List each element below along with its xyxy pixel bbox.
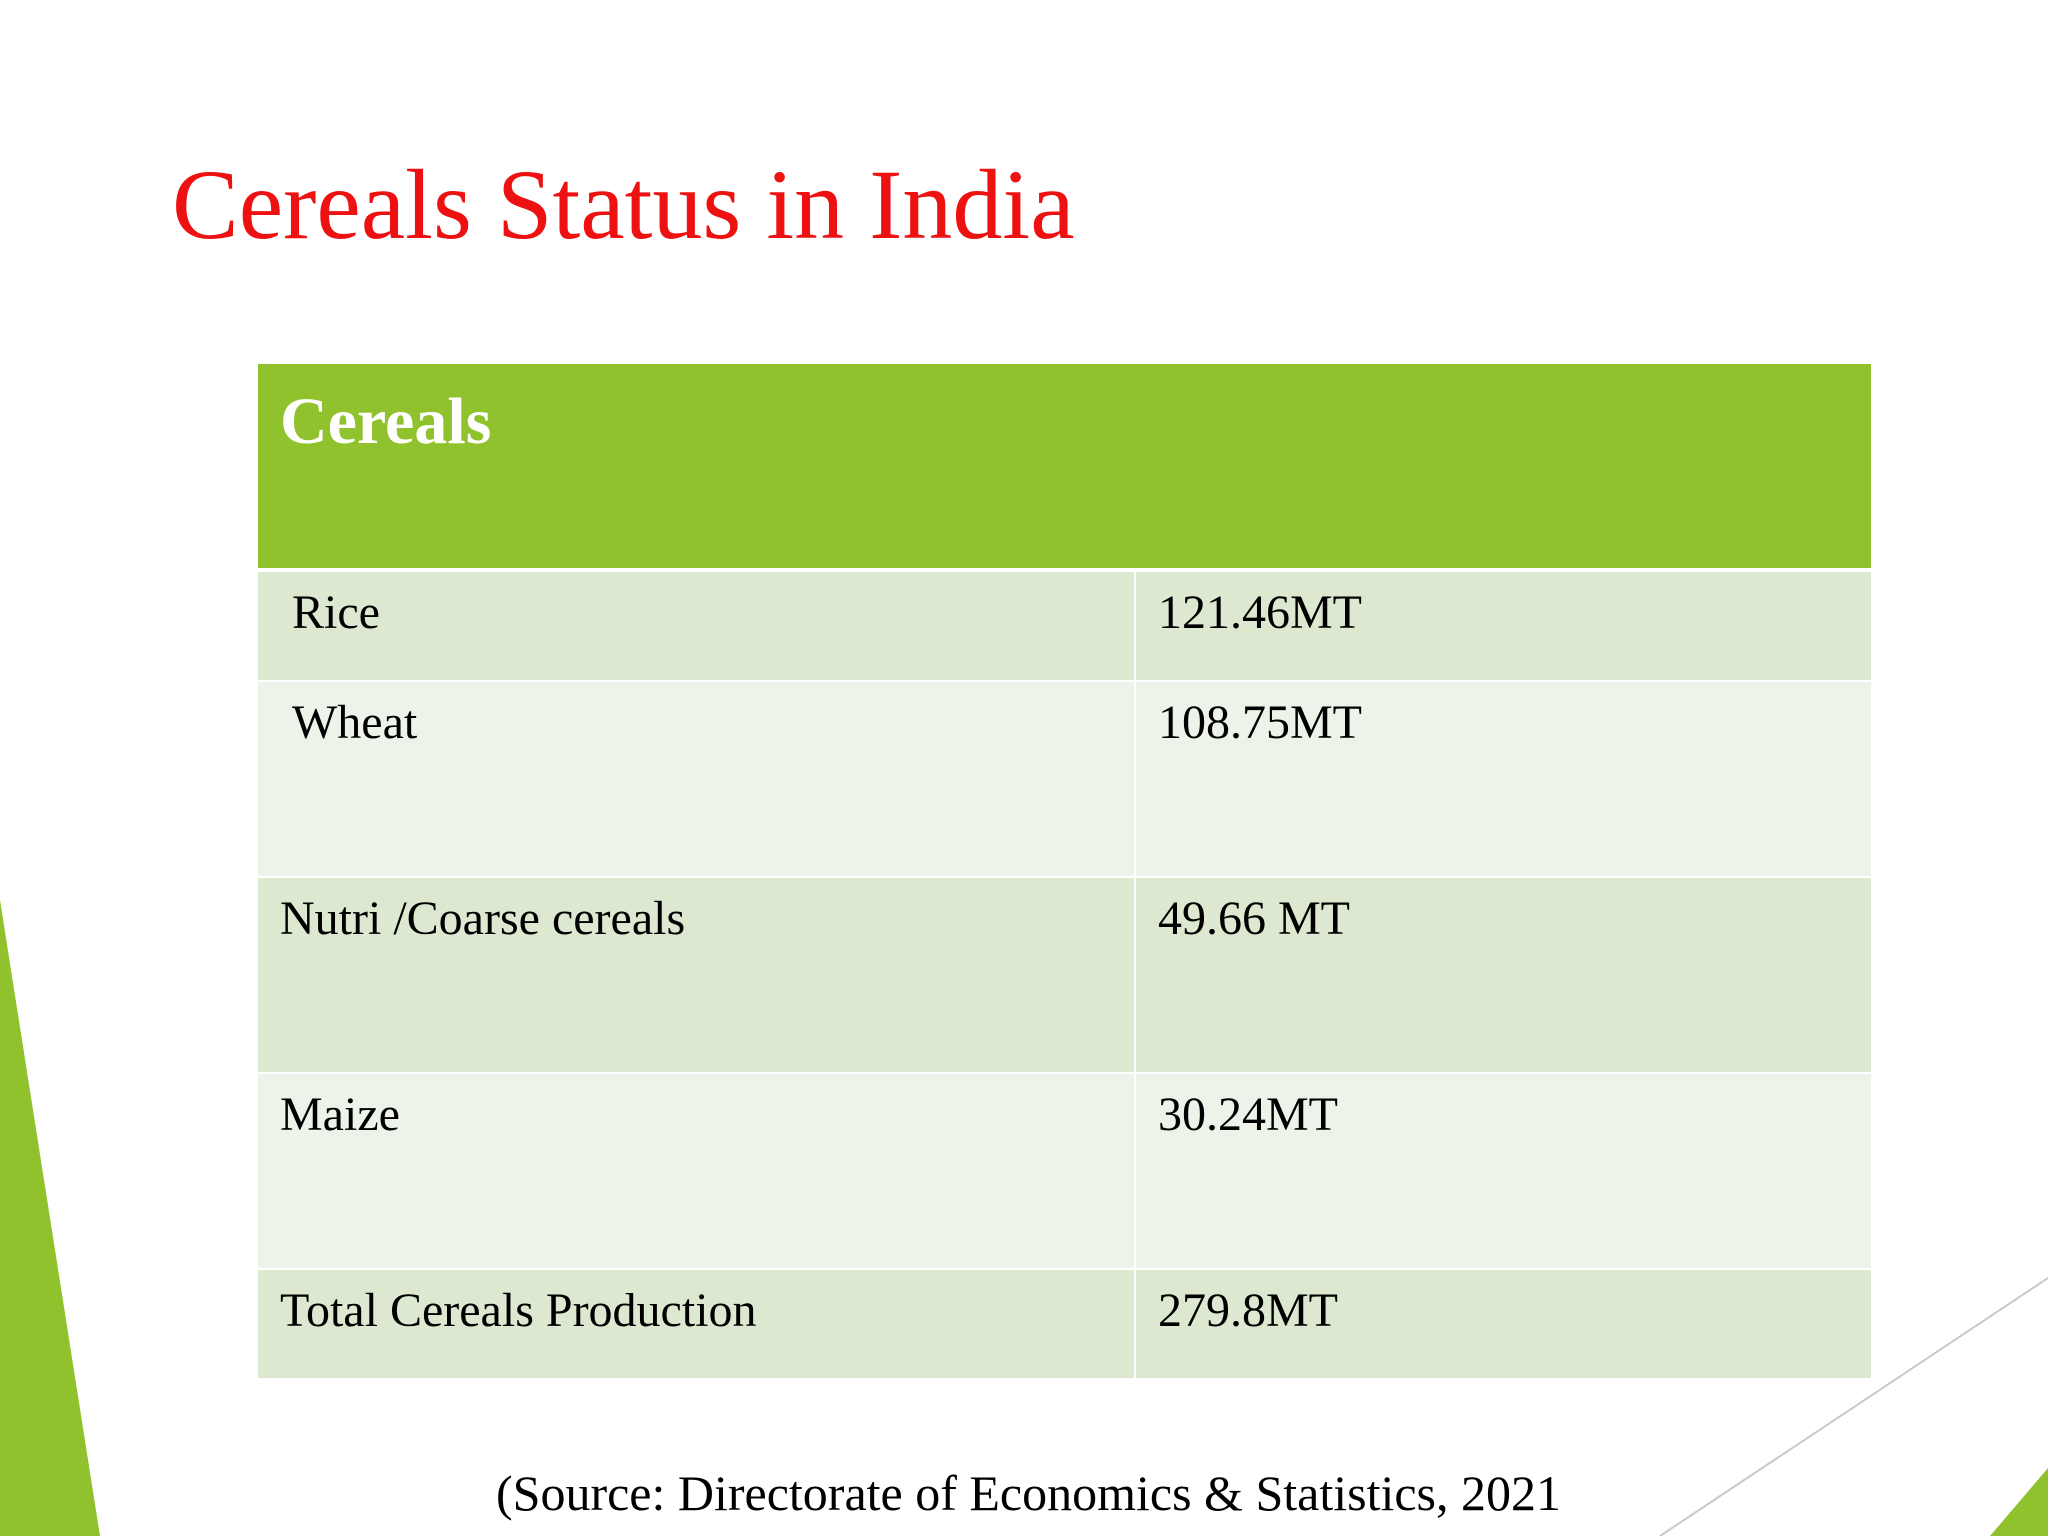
table-row-total: Total Cereals Production 279.8MT xyxy=(258,1268,1871,1378)
table-header-cereals: Cereals xyxy=(258,364,1871,572)
cereals-table-container: Cereals Rice 121.46MT Wheat 108.75MT Nut… xyxy=(258,364,1871,1378)
right-green-accent-shape xyxy=(1990,1468,2048,1536)
crop-cell-nutri-coarse-cereals: Nutri /Coarse cereals xyxy=(258,876,1135,1073)
crop-cell-total: Total Cereals Production xyxy=(258,1268,1135,1378)
source-citation: (Source: Directorate of Economics & Stat… xyxy=(496,1465,1562,1521)
crop-cell-maize: Maize xyxy=(258,1072,1135,1269)
production-cell-maize: 30.24MT xyxy=(1134,1072,1871,1269)
production-cell-total: 279.8MT xyxy=(1134,1268,1871,1378)
crop-cell-wheat: Wheat xyxy=(258,680,1135,877)
table-row-wheat: Wheat 108.75MT xyxy=(258,680,1871,877)
cereals-table: Cereals Rice 121.46MT Wheat 108.75MT Nut… xyxy=(258,364,1871,1378)
table-header-row: Cereals xyxy=(258,364,1871,572)
table-row-nutri-coarse-cereals: Nutri /Coarse cereals 49.66 MT xyxy=(258,876,1871,1073)
table-row-rice: Rice 121.46MT xyxy=(258,569,1871,681)
production-cell-wheat: 108.75MT xyxy=(1134,680,1871,877)
production-cell-rice: 121.46MT xyxy=(1134,569,1871,681)
slide-title: Cereals Status in India xyxy=(172,149,1075,260)
crop-cell-rice: Rice xyxy=(258,569,1135,681)
table-row-maize: Maize 30.24MT xyxy=(258,1072,1871,1269)
production-cell-nutri-coarse-cereals: 49.66 MT xyxy=(1134,876,1871,1073)
left-green-accent-shape xyxy=(0,900,100,1536)
